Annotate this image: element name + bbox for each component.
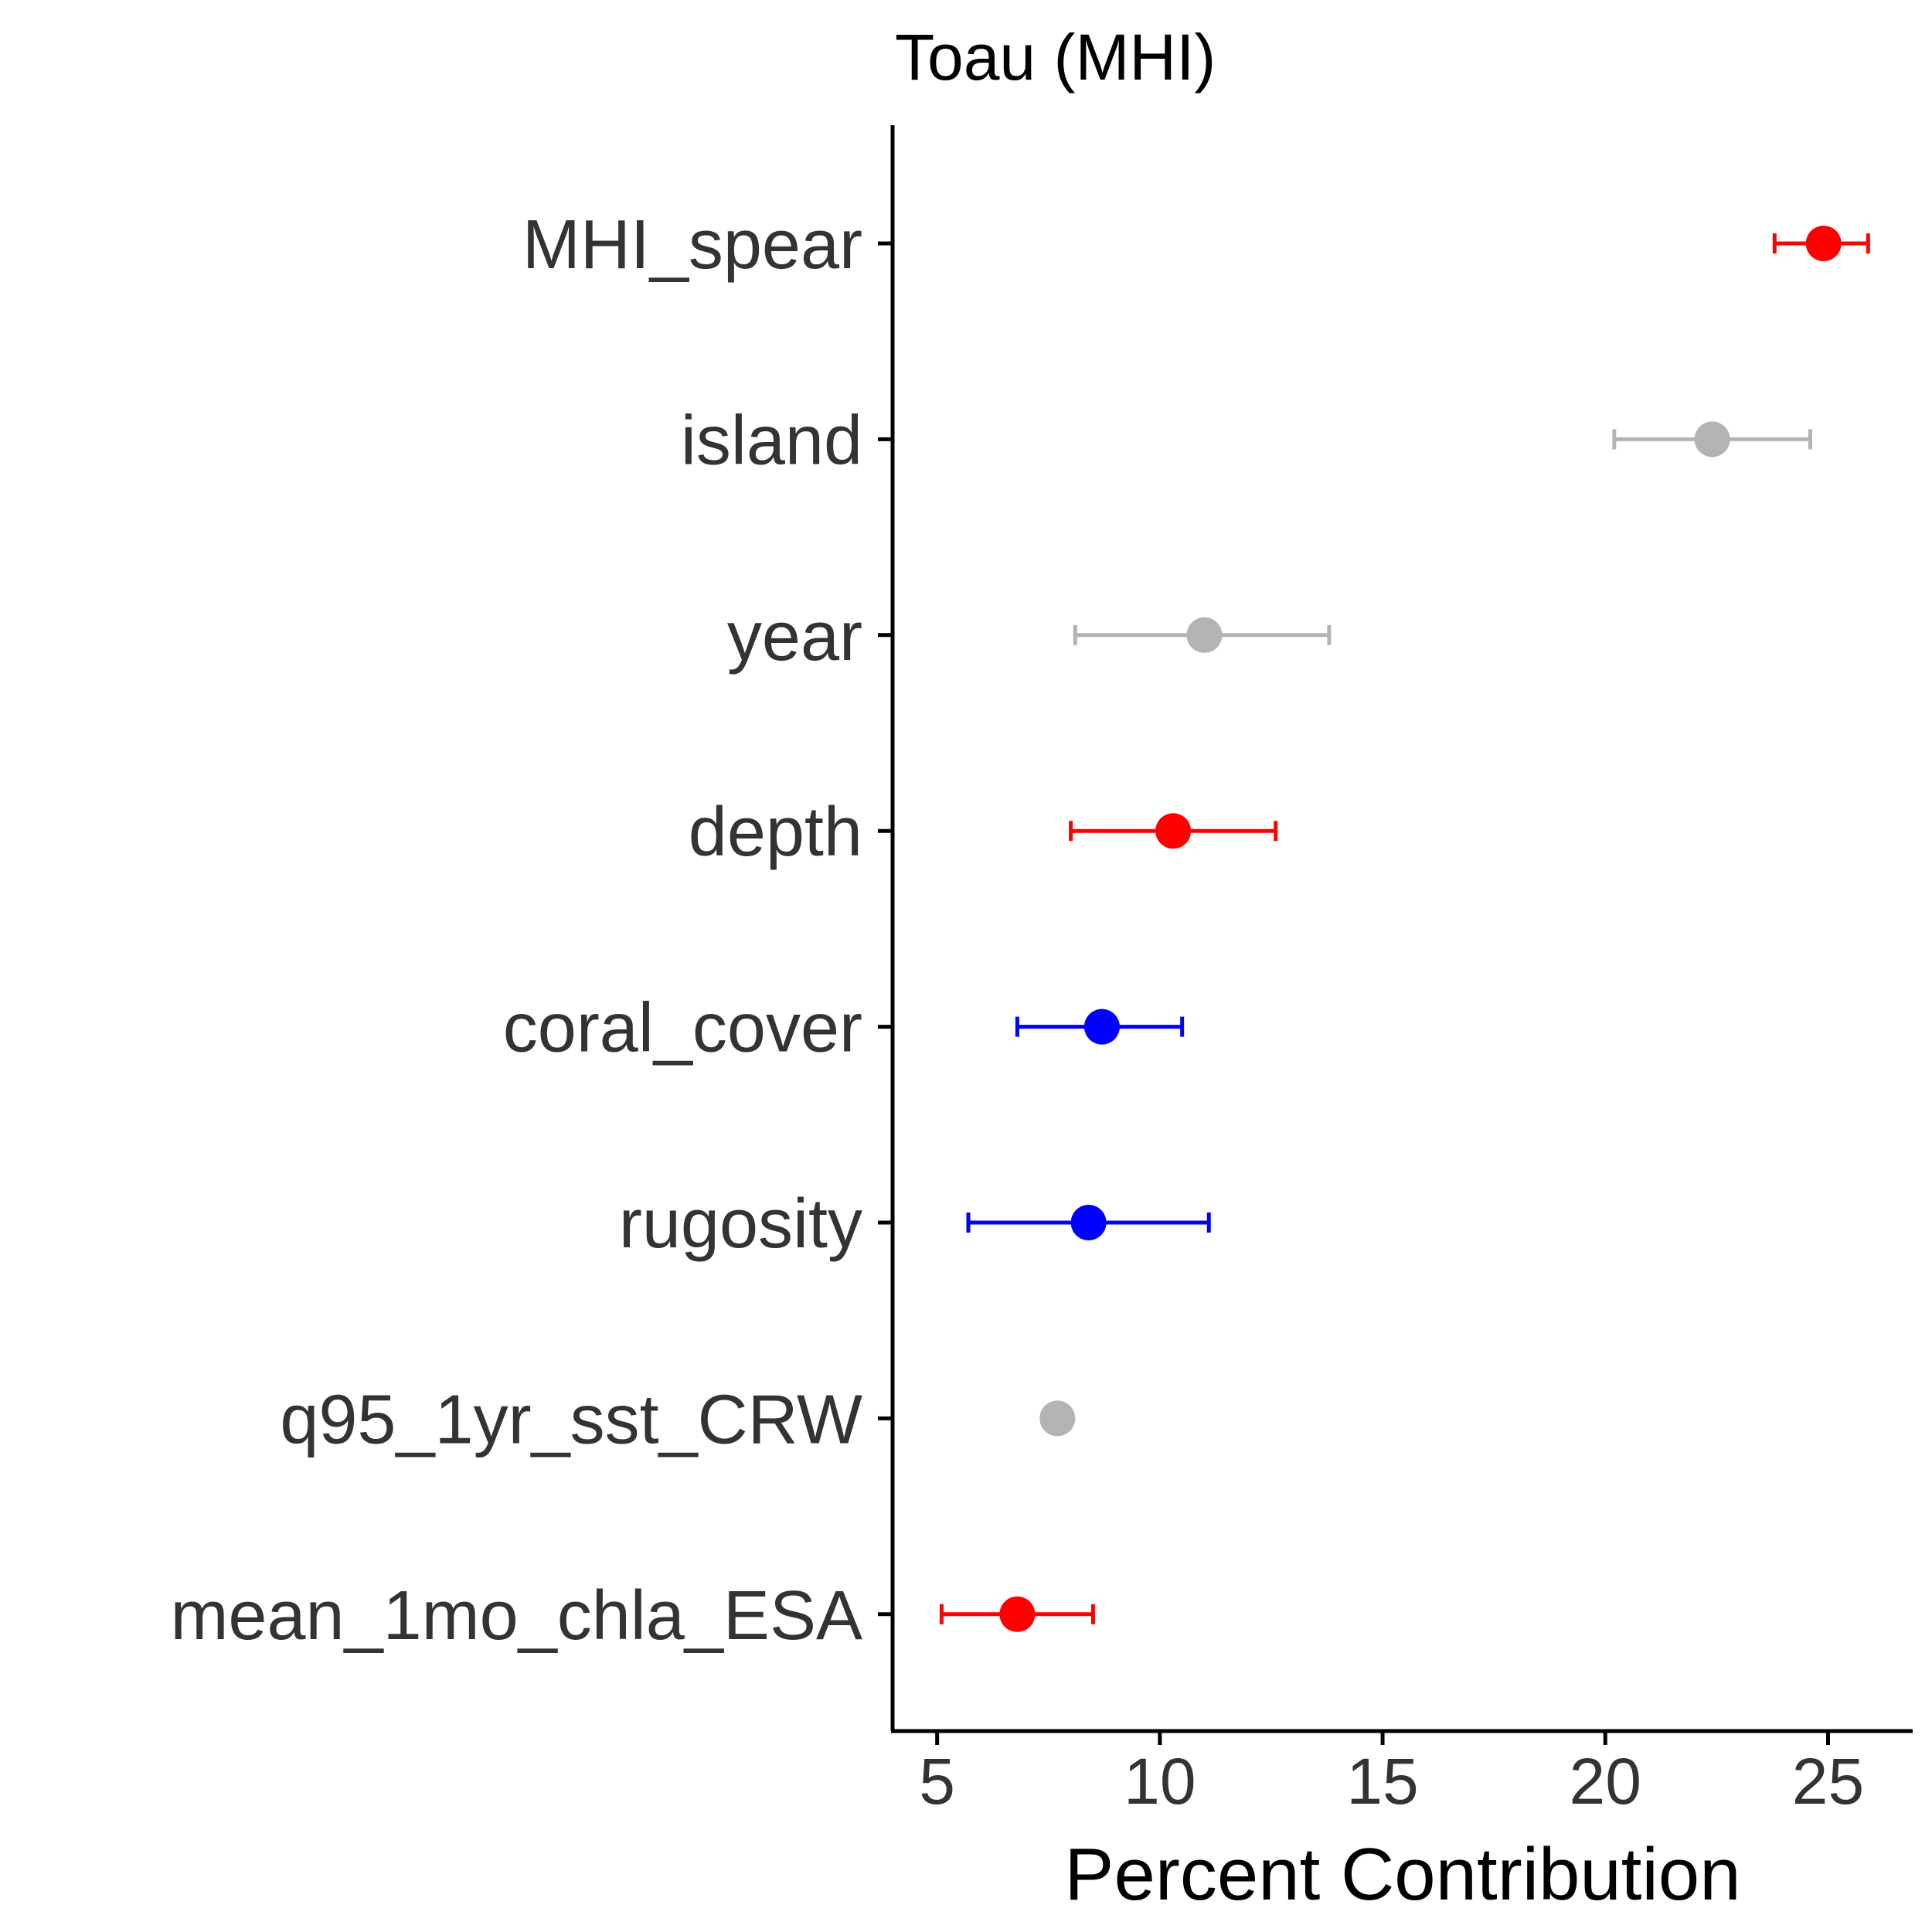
data-point <box>1694 421 1730 457</box>
y-tick-label: q95_1yr_sst_CRW <box>280 1381 862 1458</box>
data-point-group <box>1015 1009 1185 1045</box>
y-tick-label: rugosity <box>619 1185 862 1263</box>
plot-area <box>939 226 1870 1632</box>
y-tick-label: MHI_spear <box>522 206 862 284</box>
data-point <box>1070 1205 1107 1240</box>
y-tick-label: island <box>681 402 862 479</box>
data-point-group <box>1069 813 1278 849</box>
x-tick-label: 15 <box>1346 1745 1418 1818</box>
data-point-group <box>1073 617 1332 653</box>
data-point-group <box>1612 421 1812 457</box>
y-tick-label: year <box>727 598 862 675</box>
data-point <box>1155 813 1192 849</box>
data-point <box>1805 226 1842 261</box>
data-point-group <box>939 1596 1095 1632</box>
data-point-group <box>1772 226 1870 261</box>
x-axis: 5 10 15 20 25 <box>919 1731 1864 1818</box>
chart-title: Toau (MHI) <box>895 21 1216 94</box>
x-tick-label: 5 <box>919 1745 955 1818</box>
y-tick-label: mean_1mo_chla_ESA <box>170 1577 862 1655</box>
data-point-group <box>1039 1400 1076 1437</box>
data-point-group <box>966 1205 1211 1240</box>
y-tick-label: coral_cover <box>503 990 862 1067</box>
x-tick-label: 20 <box>1570 1745 1641 1818</box>
y-tick-label: depth <box>689 794 862 871</box>
data-point <box>999 1596 1036 1632</box>
data-point <box>1186 617 1223 653</box>
x-axis-label: Percent Contribution <box>1064 1833 1740 1916</box>
data-point <box>1039 1400 1076 1437</box>
x-tick-label: 10 <box>1124 1745 1196 1818</box>
x-tick-label: 25 <box>1792 1745 1864 1818</box>
data-point <box>1083 1009 1120 1045</box>
